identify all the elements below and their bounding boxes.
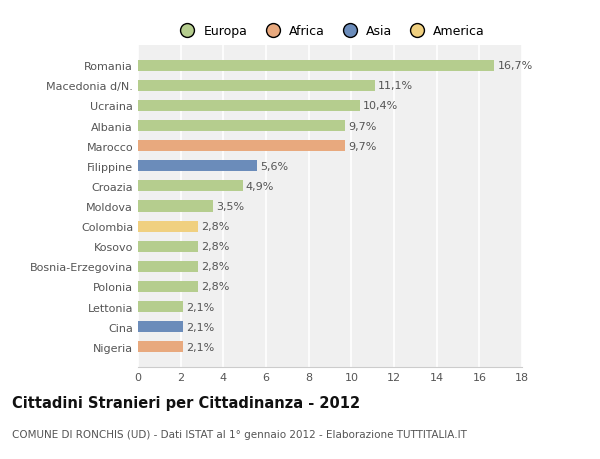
Bar [138, 141, 345, 152]
Text: 3,5%: 3,5% [216, 202, 244, 212]
Text: 4,9%: 4,9% [246, 181, 274, 191]
Text: 2,8%: 2,8% [201, 242, 229, 252]
Bar [138, 221, 198, 232]
Text: 10,4%: 10,4% [363, 101, 398, 111]
Text: Cittadini Stranieri per Cittadinanza - 2012: Cittadini Stranieri per Cittadinanza - 2… [12, 395, 360, 410]
Bar [138, 201, 212, 212]
Bar [138, 101, 360, 112]
Text: 2,1%: 2,1% [186, 322, 214, 332]
Bar [138, 161, 257, 172]
Bar [138, 181, 242, 192]
Text: 5,6%: 5,6% [260, 162, 289, 171]
Text: 2,8%: 2,8% [201, 262, 229, 272]
Bar [138, 241, 198, 252]
Bar [138, 281, 198, 292]
Text: 2,1%: 2,1% [186, 342, 214, 352]
Bar [138, 121, 345, 132]
Bar [138, 81, 375, 92]
Text: 11,1%: 11,1% [378, 81, 413, 91]
Text: 2,8%: 2,8% [201, 222, 229, 232]
Bar [138, 341, 183, 353]
Bar [138, 321, 183, 332]
Text: 9,7%: 9,7% [348, 141, 377, 151]
Text: COMUNE DI RONCHIS (UD) - Dati ISTAT al 1° gennaio 2012 - Elaborazione TUTTITALIA: COMUNE DI RONCHIS (UD) - Dati ISTAT al 1… [12, 429, 467, 439]
Bar [138, 61, 494, 72]
Legend: Europa, Africa, Asia, America: Europa, Africa, Asia, America [170, 20, 490, 43]
Bar [138, 261, 198, 272]
Text: 16,7%: 16,7% [497, 61, 533, 71]
Text: 2,8%: 2,8% [201, 282, 229, 292]
Text: 2,1%: 2,1% [186, 302, 214, 312]
Text: 9,7%: 9,7% [348, 121, 377, 131]
Bar [138, 302, 183, 313]
